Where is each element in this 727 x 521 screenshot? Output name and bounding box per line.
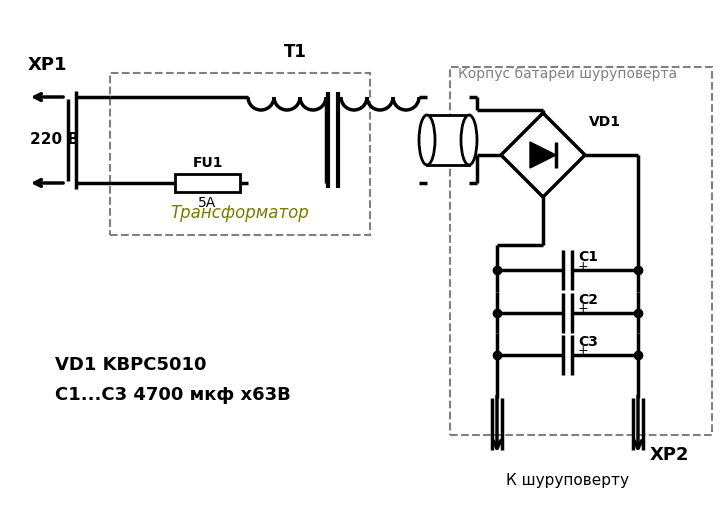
Text: FU1: FU1 (192, 156, 222, 170)
Text: +: + (578, 344, 589, 357)
Ellipse shape (461, 115, 477, 165)
Text: C1...C3 4700 мкф х63В: C1...C3 4700 мкф х63В (55, 386, 291, 404)
Text: +: + (578, 303, 589, 316)
Text: VD1 KBPC5010: VD1 KBPC5010 (55, 356, 206, 374)
Text: 5A: 5A (198, 196, 217, 210)
Text: ХР1: ХР1 (28, 56, 68, 74)
Text: Корпус батареи шуруповерта: Корпус батареи шуруповерта (458, 67, 677, 81)
Text: C1: C1 (578, 250, 598, 264)
Text: C2: C2 (578, 293, 598, 307)
Bar (175, 174, 240, 192)
Text: +: + (578, 259, 589, 272)
Text: VD1: VD1 (589, 115, 621, 129)
Text: T1: T1 (284, 43, 307, 61)
Bar (110, 73, 370, 235)
Bar (427, 115, 469, 165)
Text: ХР2: ХР2 (650, 446, 689, 464)
Text: 220 В: 220 В (30, 132, 79, 147)
Text: Трансформатор: Трансформатор (171, 204, 310, 222)
Ellipse shape (419, 115, 435, 165)
Text: C3: C3 (578, 335, 598, 349)
Text: К шуруповерту: К шуруповерту (506, 473, 629, 488)
Polygon shape (530, 142, 556, 168)
Bar (450, 67, 712, 435)
